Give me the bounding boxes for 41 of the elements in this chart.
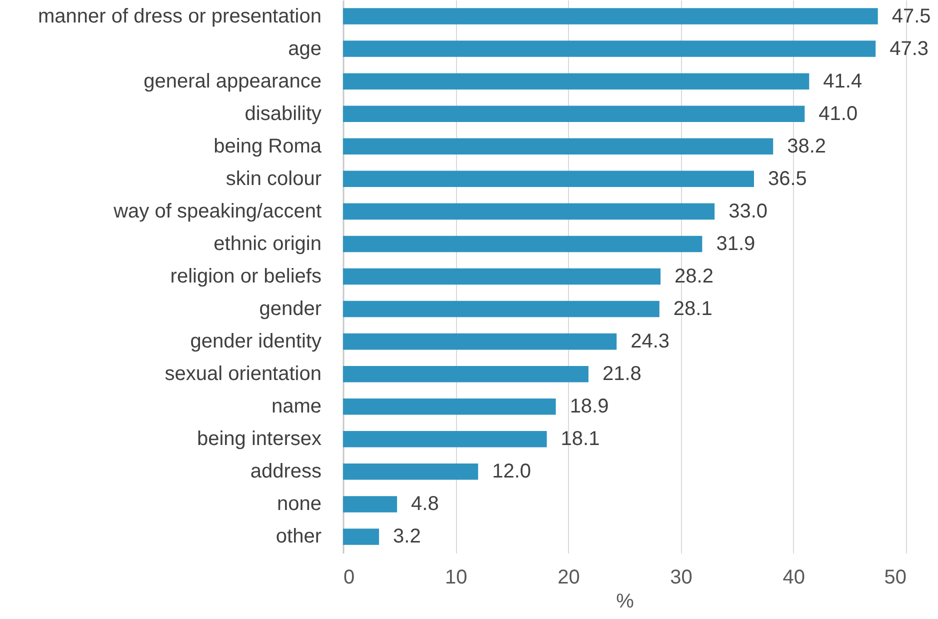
data-label: 41.0 <box>818 102 858 125</box>
data-label: 31.9 <box>716 232 756 255</box>
data-label: 21.8 <box>602 363 642 386</box>
x-tick-label: 40 <box>782 566 806 588</box>
data-label: 18.9 <box>570 396 609 418</box>
data-label: 41.4 <box>823 70 862 92</box>
data-label: 28.1 <box>673 298 712 320</box>
x-tick-label: 0 <box>344 566 355 588</box>
x-tick-label: 10 <box>444 566 468 588</box>
data-label: 28.2 <box>674 266 714 288</box>
y-tick-label: none <box>277 493 322 516</box>
x-tick-label: 50 <box>884 566 906 588</box>
y-tick-label: ethnic origin <box>214 232 322 255</box>
y-tick-label: gender identity <box>190 330 322 353</box>
y-tick-label: age <box>288 38 322 60</box>
data-label: 3.2 <box>393 526 421 548</box>
y-tick-label: sexual orientation <box>164 363 322 386</box>
data-label: 47.3 <box>890 38 929 60</box>
y-tick-label: general appearance <box>144 70 322 92</box>
y-tick-label: way of speaking/accent <box>112 200 322 222</box>
data-label: 33.0 <box>728 200 768 222</box>
x-tick-label: 20 <box>558 566 580 588</box>
data-label: 24.3 <box>630 330 670 353</box>
y-tick-label: being intersex <box>196 428 322 450</box>
y-tick-label: religion or beliefs <box>170 266 322 288</box>
y-tick-label: being Roma <box>214 135 322 158</box>
data-label: 38.2 <box>787 135 826 158</box>
y-tick-label: address <box>250 460 322 483</box>
data-label: 47.5 <box>892 5 931 28</box>
y-tick-label: gender <box>259 298 322 320</box>
x-tick-label: 30 <box>670 566 692 588</box>
y-tick-label: other <box>276 526 322 548</box>
y-tick-label: name <box>271 396 322 418</box>
y-tick-label: skin colour <box>226 168 322 190</box>
data-label: 36.5 <box>768 168 807 190</box>
x-axis-title: % <box>616 590 634 612</box>
y-tick-label: disability <box>244 102 322 125</box>
data-label: 12.0 <box>492 460 532 483</box>
data-label: 4.8 <box>411 493 439 516</box>
y-tick-label: manner of dress or presentation <box>38 5 322 28</box>
data-label: 18.1 <box>560 428 600 450</box>
